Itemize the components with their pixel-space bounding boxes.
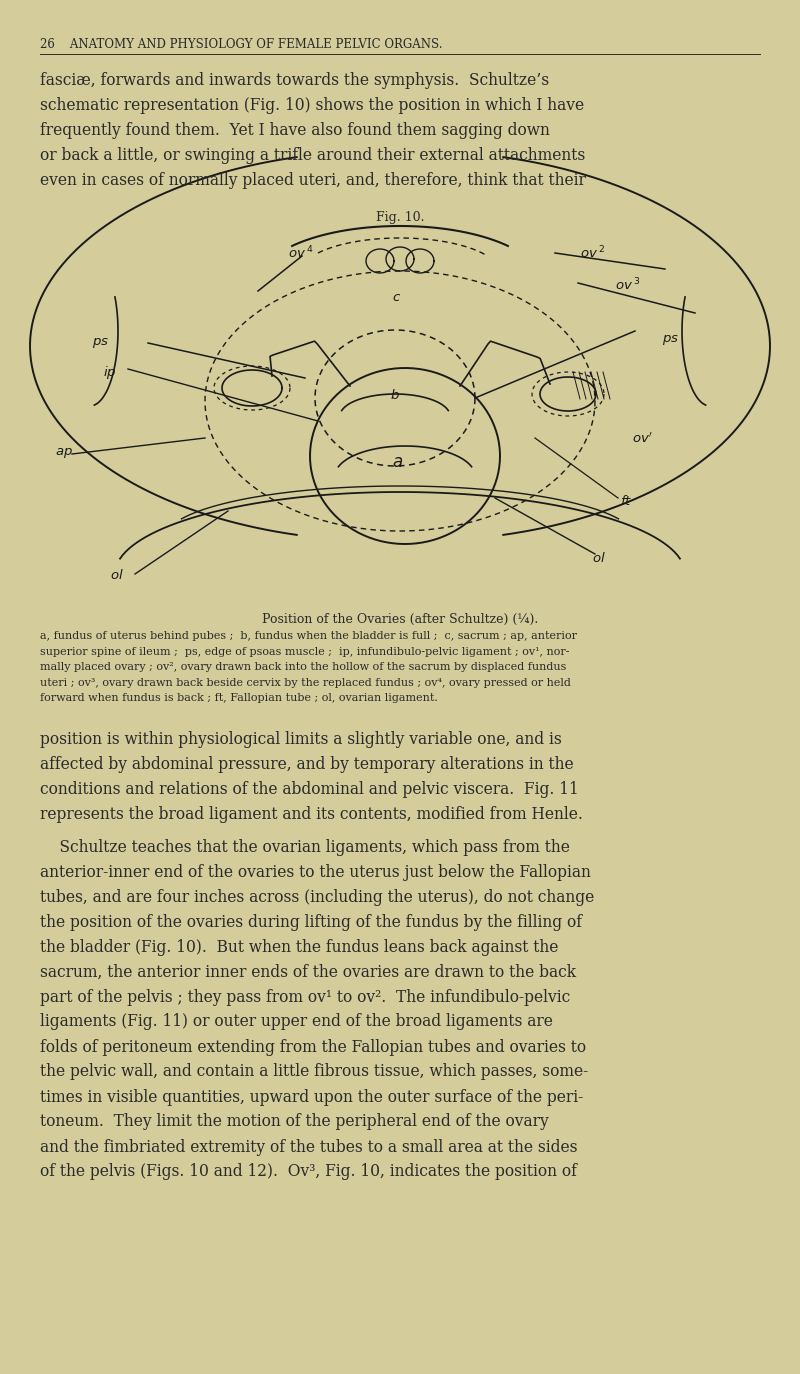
Text: $ip$: $ip$ [103, 364, 117, 381]
Text: frequently found them.  Yet I have also found them sagging down: frequently found them. Yet I have also f… [40, 122, 550, 139]
Text: fasciæ, forwards and inwards towards the symphysis.  Schultze’s: fasciæ, forwards and inwards towards the… [40, 71, 549, 89]
Text: part of the pelvis ; they pass from ov¹ to ov².  The infundibulo-pelvic: part of the pelvis ; they pass from ov¹ … [40, 988, 570, 1006]
Text: Position of the Ovaries (after Schultze) (¼).: Position of the Ovaries (after Schultze)… [262, 613, 538, 627]
Text: $ov'$: $ov'$ [632, 431, 653, 445]
Text: $ps$: $ps$ [662, 333, 679, 348]
Text: conditions and relations of the abdominal and pelvic viscera.  Fig. 11: conditions and relations of the abdomina… [40, 780, 578, 797]
Text: the position of the ovaries during lifting of the fundus by the filling of: the position of the ovaries during lifti… [40, 914, 582, 930]
Text: represents the broad ligament and its contents, modified from Henle.: represents the broad ligament and its co… [40, 805, 583, 823]
Text: sacrum, the anterior inner ends of the ovaries are drawn to the back: sacrum, the anterior inner ends of the o… [40, 963, 576, 981]
Text: $ps$: $ps$ [92, 337, 109, 350]
Text: Schultze teaches that the ovarian ligaments, which pass from the: Schultze teaches that the ovarian ligame… [40, 838, 570, 856]
Text: $c$: $c$ [392, 291, 401, 304]
Text: uteri ; ov³, ovary drawn back beside cervix by the replaced fundus ; ov⁴, ovary : uteri ; ov³, ovary drawn back beside cer… [40, 677, 571, 687]
Text: $ol$: $ol$ [592, 551, 606, 565]
Text: forward when fundus is back ; ft, Fallopian tube ; ol, ovarian ligament.: forward when fundus is back ; ft, Fallop… [40, 692, 438, 703]
Text: times in visible quantities, upward upon the outer surface of the peri-: times in visible quantities, upward upon… [40, 1088, 583, 1106]
Text: schematic representation (Fig. 10) shows the position in which I have: schematic representation (Fig. 10) shows… [40, 98, 584, 114]
Text: position is within physiological limits a slightly variable one, and is: position is within physiological limits … [40, 731, 562, 747]
Text: anterior-inner end of the ovaries to the uterus just below the Fallopian: anterior-inner end of the ovaries to the… [40, 863, 591, 881]
Text: and the fimbriated extremity of the tubes to a small area at the sides: and the fimbriated extremity of the tube… [40, 1139, 578, 1156]
Text: $ov^{\,2}$: $ov^{\,2}$ [580, 245, 605, 261]
Text: affected by abdominal pressure, and by temporary alterations in the: affected by abdominal pressure, and by t… [40, 756, 574, 772]
Text: tubes, and are four inches across (including the uterus), do not change: tubes, and are four inches across (inclu… [40, 889, 594, 905]
Text: $ap$: $ap$ [55, 447, 73, 460]
Text: $ov^{\,3}$: $ov^{\,3}$ [615, 278, 640, 294]
Text: $a$: $a$ [392, 453, 403, 471]
Text: $ft$: $ft$ [620, 495, 632, 508]
Text: or back a little, or swinging a trifle around their external attachments: or back a little, or swinging a trifle a… [40, 147, 586, 164]
Text: $ov^{\,4}$: $ov^{\,4}$ [288, 245, 314, 261]
Text: mally placed ovary ; ov², ovary drawn back into the hollow of the sacrum by disp: mally placed ovary ; ov², ovary drawn ba… [40, 662, 566, 672]
Text: $ol$: $ol$ [110, 567, 124, 583]
Text: even in cases of normally placed uteri, and, therefore, think that their: even in cases of normally placed uteri, … [40, 172, 586, 190]
Text: 26    ANATOMY AND PHYSIOLOGY OF FEMALE PELVIC ORGANS.: 26 ANATOMY AND PHYSIOLOGY OF FEMALE PELV… [40, 38, 442, 51]
Text: $b$: $b$ [390, 387, 400, 403]
Text: superior spine of ileum ;  ps, edge of psoas muscle ;  ip, infundibulo-pelvic li: superior spine of ileum ; ps, edge of ps… [40, 647, 570, 657]
Text: toneum.  They limit the motion of the peripheral end of the ovary: toneum. They limit the motion of the per… [40, 1113, 549, 1131]
Text: folds of peritoneum extending from the Fallopian tubes and ovaries to: folds of peritoneum extending from the F… [40, 1039, 586, 1055]
Text: ligaments (Fig. 11) or outer upper end of the broad ligaments are: ligaments (Fig. 11) or outer upper end o… [40, 1014, 553, 1030]
Text: Fig. 10.: Fig. 10. [376, 212, 424, 224]
Text: the pelvic wall, and contain a little fibrous tissue, which passes, some-: the pelvic wall, and contain a little fi… [40, 1063, 588, 1080]
Text: a, fundus of uterus behind pubes ;  b, fundus when the bladder is full ;  c, sac: a, fundus of uterus behind pubes ; b, fu… [40, 631, 577, 642]
Text: the bladder (Fig. 10).  But when the fundus leans back against the: the bladder (Fig. 10). But when the fund… [40, 938, 558, 955]
Text: of the pelvis (Figs. 10 and 12).  Ov³, Fig. 10, indicates the position of: of the pelvis (Figs. 10 and 12). Ov³, Fi… [40, 1164, 577, 1180]
